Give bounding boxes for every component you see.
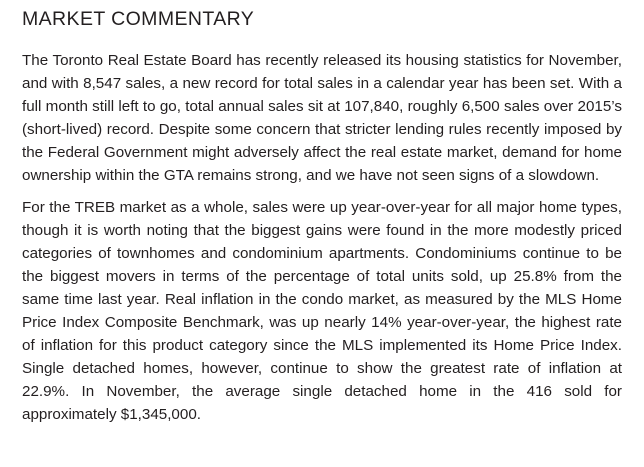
- commentary-paragraph-2: For the TREB market as a whole, sales we…: [22, 199, 622, 423]
- section-heading: MARKET COMMENTARY: [22, 8, 255, 30]
- commentary-paragraph-1: The Toronto Real Estate Board has recent…: [22, 52, 622, 184]
